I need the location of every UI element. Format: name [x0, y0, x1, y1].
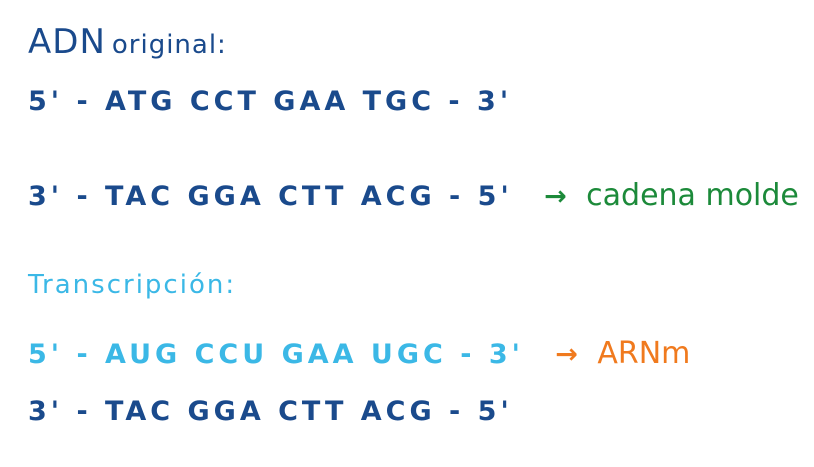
template-strand-repeat: 3' - TAC GGA CTT ACG - 5' [28, 396, 513, 427]
title-rest: original: [111, 30, 227, 60]
page-title: ADN original: [28, 22, 227, 62]
transcription-title-text: Transcripción: [28, 270, 237, 300]
mrna-strand: 5' - AUG CCU GAA UGC - 3' [28, 339, 524, 370]
template-strand-repeat-line: 3' - TAC GGA CTT ACG - 5' [28, 396, 513, 427]
coding-strand: 5' - ATG CCT GAA TGC - 3' [28, 86, 513, 117]
mrna-label: ARNm [597, 336, 691, 371]
transcription-title: Transcripción: [28, 270, 236, 300]
mrna-strand-line: 5' - AUG CCU GAA UGC - 3' → ARNm [28, 336, 690, 371]
right-arrow-icon: → [544, 181, 567, 212]
template-strand: 3' - TAC GGA CTT ACG - 5' [28, 181, 513, 212]
template-strand-line: 3' - TAC GGA CTT ACG - 5' → cadena molde [28, 178, 799, 213]
title-main: ADN [28, 22, 106, 62]
right-arrow-icon: → [555, 339, 578, 370]
coding-strand-line: 5' - ATG CCT GAA TGC - 3' [28, 86, 512, 117]
template-label: cadena molde [586, 178, 799, 213]
